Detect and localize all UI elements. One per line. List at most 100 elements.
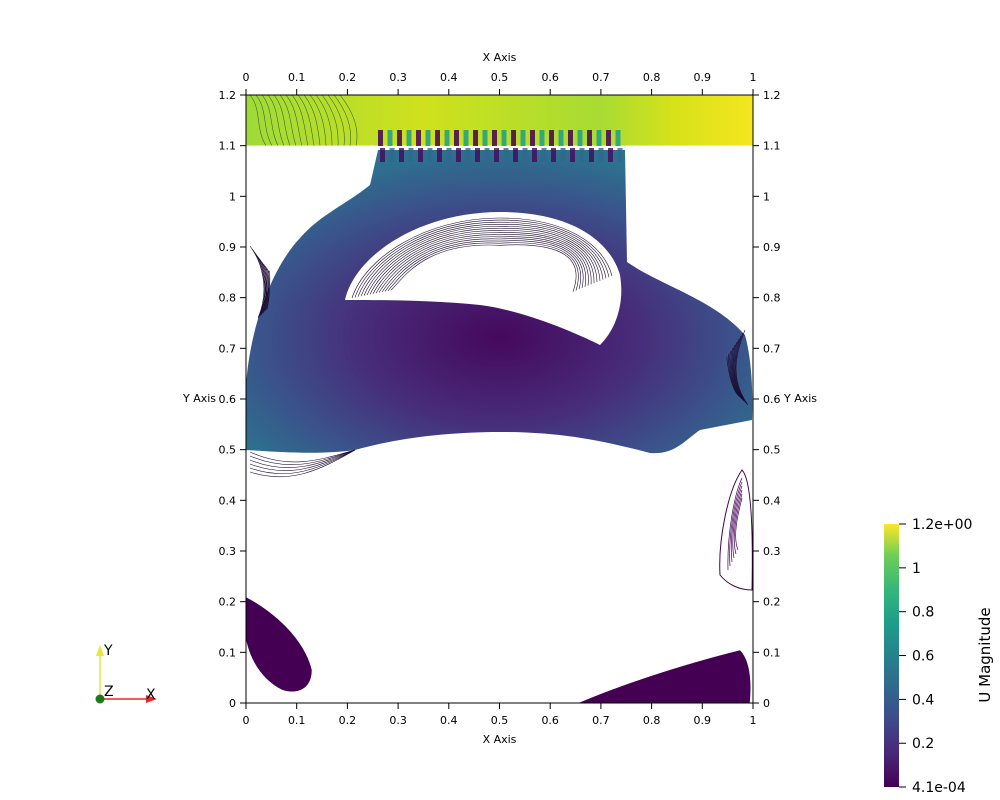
mesh-cell (522, 148, 528, 162)
y-axis-title-left: Y Axis (182, 392, 216, 405)
mesh-cell (541, 148, 547, 162)
mesh-cell (501, 130, 507, 146)
y-tick-label-left: 0.6 (219, 393, 237, 406)
top-channel (246, 95, 753, 146)
y-axis-title-right: Y Axis (783, 392, 817, 405)
contour-line (285, 95, 303, 146)
y-tick-label-right: 0.7 (763, 342, 781, 355)
y-tick-label-right: 0.5 (763, 444, 781, 457)
y-tick-label-left: 0 (229, 697, 236, 710)
triad-y-label: Y (103, 643, 113, 659)
mesh-cell (416, 130, 421, 146)
contour-line (309, 95, 327, 146)
y-tick-label-left: 0.5 (219, 444, 237, 457)
y-tick-label-left: 1.1 (219, 140, 237, 153)
contour-line (273, 95, 291, 146)
x-tick-label-top: 1 (750, 71, 757, 84)
mesh-cell (389, 148, 395, 162)
contour-line (384, 240, 581, 292)
contour-line (291, 95, 309, 146)
x-tick-label-top: 0.9 (694, 71, 712, 84)
mesh-cell (482, 130, 488, 146)
contour-line (369, 230, 595, 295)
y-tick-label-left: 0.9 (219, 241, 237, 254)
mesh-cell (427, 148, 433, 162)
mesh-cell (454, 130, 459, 146)
x-axis-title-bottom: X Axis (483, 733, 517, 746)
y-tick-label-right: 0.3 (763, 545, 781, 558)
colorbar-label: 0.4 (912, 692, 934, 708)
contour-line (297, 95, 315, 146)
contour-line (366, 228, 598, 296)
mesh-cell (418, 148, 423, 162)
y-tick-label-right: 0.2 (763, 596, 781, 609)
mesh-cell (397, 130, 402, 146)
x-tick-label-bottom: 0.5 (491, 714, 509, 727)
y-tick-label-left: 0.3 (219, 545, 237, 558)
colorbar-label: 1 (912, 561, 921, 577)
x-tick-label-bottom: 0.2 (339, 714, 357, 727)
mesh-cell (558, 130, 564, 146)
x-tick-label-top: 0 (243, 71, 250, 84)
x-tick-label-bottom: 0.4 (440, 714, 458, 727)
mesh-cell (492, 130, 497, 146)
y-tick-label-left: 1.2 (219, 89, 237, 102)
contour-line (333, 95, 351, 146)
y-tick-label-right: 1.2 (763, 89, 781, 102)
contour-lines (249, 217, 749, 478)
mesh-cell (530, 130, 535, 146)
corner-vortex-bottom-left (246, 596, 313, 693)
contour-line (249, 449, 356, 474)
contour-line (255, 95, 273, 146)
mesh-cell (606, 130, 611, 146)
mesh-cell (456, 148, 461, 162)
mesh-cell (387, 130, 393, 146)
y-tick-label-left: 0.8 (219, 292, 237, 305)
mesh-cell (549, 130, 554, 146)
colorbar: 1.2e+00 1 0.8 0.6 0.4 0.2 4.1e-04 U Magnitude (884, 517, 994, 796)
x-tick-label-bottom: 0.3 (389, 714, 407, 727)
contour-line (732, 489, 743, 559)
contour-line (360, 223, 604, 297)
mesh-cell (503, 148, 509, 162)
x-tick-label-top: 0.1 (288, 71, 306, 84)
mesh-cell (596, 130, 602, 146)
contour-line (321, 95, 339, 146)
x-tick-label-top: 0.8 (643, 71, 661, 84)
contour-line (363, 226, 601, 296)
contour-line (249, 449, 356, 471)
x-tick-label-top: 0.3 (389, 71, 407, 84)
mesh-cell (463, 130, 469, 146)
x-tick-label-bottom: 0.8 (643, 714, 661, 727)
mesh-cell (473, 130, 478, 146)
mesh-cell (579, 148, 585, 162)
mesh-cell (511, 130, 516, 146)
x-tick-label-top: 0.2 (339, 71, 357, 84)
mesh-cell (494, 148, 499, 162)
mesh-cell (475, 148, 480, 162)
y-tick-label-right: 0.9 (763, 241, 781, 254)
mesh-cell (551, 148, 556, 162)
contour-line (249, 449, 356, 466)
colorbar-label: 4.1e-04 (912, 780, 966, 796)
mesh-cell (444, 130, 450, 146)
y-tick-label-right: 0 (763, 697, 770, 710)
mesh-cell (539, 130, 545, 146)
contour-line (390, 244, 577, 292)
colorbar-label: 0.6 (912, 649, 934, 665)
y-tick-label-right: 0.6 (763, 393, 781, 406)
mesh-cell (532, 148, 537, 162)
channel-gap-right (628, 145, 753, 150)
contour-line (735, 497, 743, 551)
orientation-axes: Y X Z (95, 643, 157, 704)
x-axis-title-top: X Axis (483, 51, 517, 64)
contour-line (729, 481, 743, 567)
contour-line (251, 248, 265, 318)
x-tick-label-top: 0.7 (592, 71, 610, 84)
y-tick-label-right: 0.4 (763, 494, 781, 507)
contour-line (339, 95, 358, 146)
y-tick-label-left: 0.2 (219, 596, 237, 609)
contour-line (372, 232, 592, 294)
contour-line (351, 217, 613, 299)
